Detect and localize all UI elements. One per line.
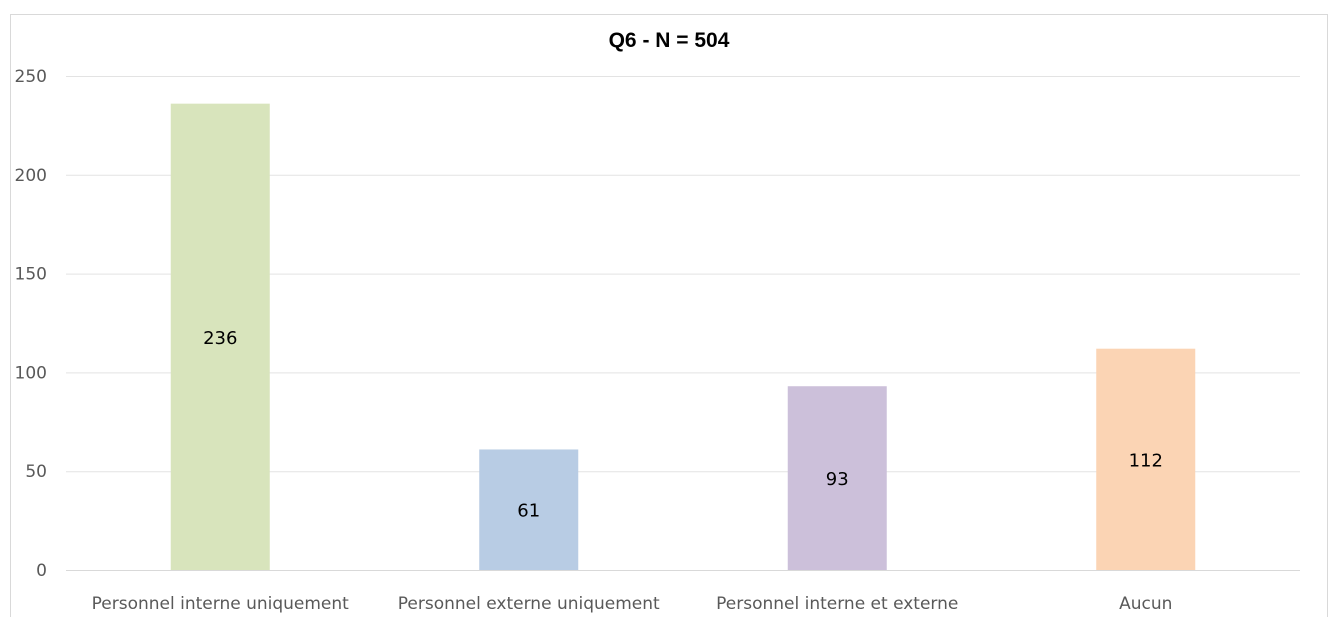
bars: [170, 103, 1196, 570]
y-tick-label: 200: [15, 166, 47, 186]
y-tick-label: 100: [15, 363, 47, 383]
x-tick-label: Aucun: [1119, 594, 1172, 614]
y-tick-label: 0: [36, 561, 47, 581]
x-tick-label: Personnel interne et externe: [716, 594, 958, 614]
bar: [479, 449, 579, 570]
y-tick-label: 150: [15, 265, 47, 285]
bar: [1096, 348, 1196, 570]
x-axis-tick-labels: Personnel interne uniquement Personnel ex…: [92, 594, 1173, 614]
data-label: 93: [826, 469, 849, 490]
data-label: 236: [203, 328, 237, 349]
chart-frame: [10, 14, 1328, 617]
x-tick-label: Personnel interne uniquement: [92, 594, 350, 614]
x-tick-label: Personnel externe uniquement: [398, 594, 660, 614]
bar: [170, 103, 270, 570]
y-tick-label: 50: [25, 462, 47, 482]
y-tick-label: 250: [15, 67, 47, 87]
bar: [787, 386, 887, 570]
data-labels: 236 61 93 112: [203, 328, 1163, 522]
y-axis-tick-labels: 0 50 100 150 200 250: [15, 67, 47, 581]
data-label: 61: [517, 501, 540, 522]
gridlines: [66, 76, 1300, 473]
data-label: 112: [1129, 450, 1163, 471]
chart-title: Q6 - N = 504: [609, 29, 730, 52]
